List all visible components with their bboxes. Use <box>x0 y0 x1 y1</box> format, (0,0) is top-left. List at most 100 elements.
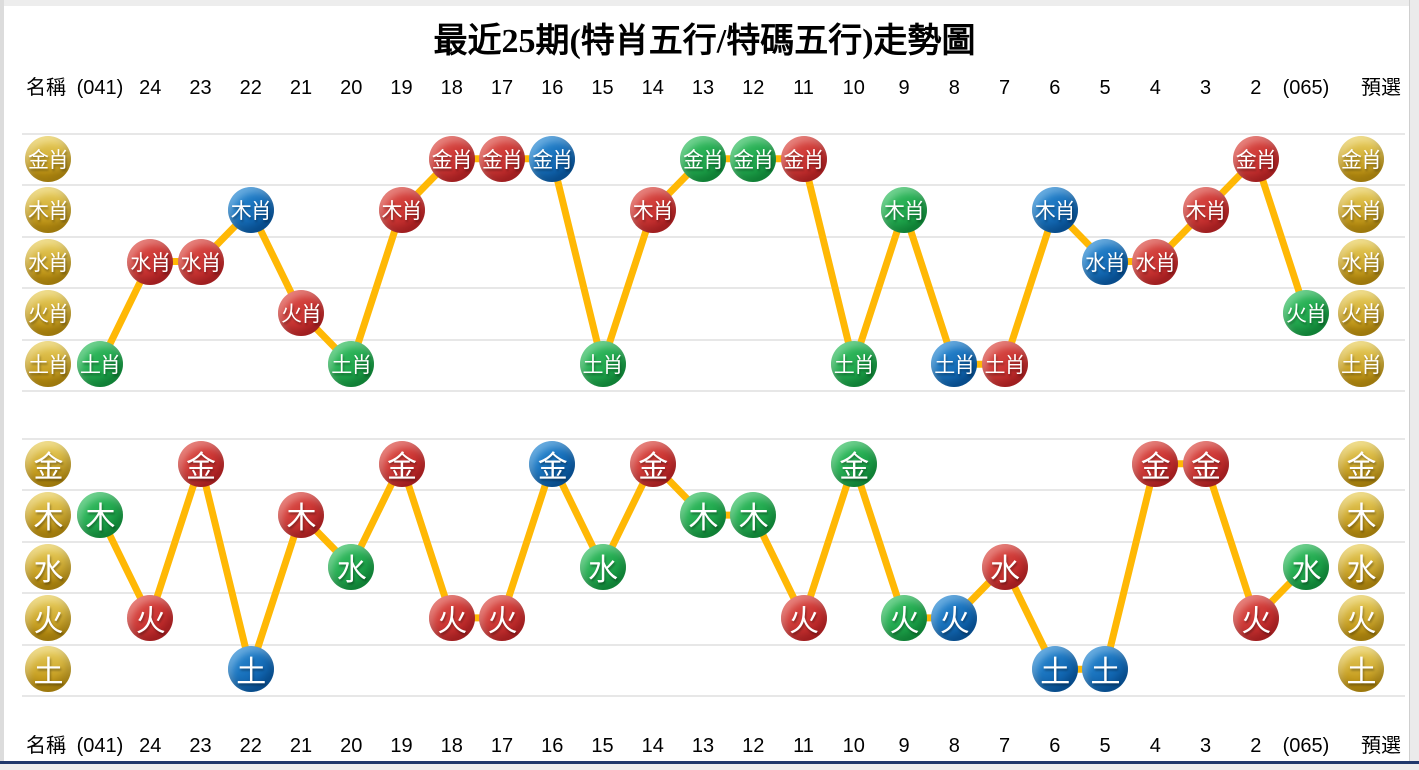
header-preselect-label: 預選 <box>1361 77 1401 99</box>
chart-point: 金 <box>629 440 676 487</box>
chart-point: 金 <box>177 440 224 487</box>
left-axis-label-circle: 土肖 <box>25 341 71 388</box>
gridline <box>22 643 1405 646</box>
chart-point: 火肖 <box>278 289 324 336</box>
footer-col-label: 12 <box>742 735 765 757</box>
header-col-label: 23 <box>189 77 212 99</box>
chart-point: 木 <box>77 492 123 539</box>
header-col-label: 20 <box>340 77 363 99</box>
right-axis-label-circle: 火肖 <box>1338 289 1384 336</box>
chart-point: 火 <box>127 594 174 641</box>
footer-col-label: (041) <box>76 735 124 757</box>
chart-point: 水 <box>328 543 375 590</box>
footer-name-label: 名稱 <box>26 735 66 757</box>
gridline <box>22 592 1405 595</box>
header-col-label: 16 <box>541 77 564 99</box>
gridline <box>22 338 1405 341</box>
chart-point: 木肖 <box>227 187 274 234</box>
left-axis-label-circle: 土 <box>25 646 71 693</box>
chart-point: 金肖 <box>680 135 726 182</box>
footer-col-label: 17 <box>490 735 514 757</box>
footer-col-label: 6 <box>1049 735 1061 757</box>
chart-point: 金肖 <box>780 135 827 182</box>
chart-point: 火 <box>881 594 927 641</box>
chart-point: 火 <box>479 594 525 641</box>
vertical-scrollbar-track[interactable] <box>1409 0 1419 770</box>
footer-col-label: 7 <box>998 735 1011 757</box>
header-col-label: 15 <box>591 77 614 99</box>
footer-col-label: 16 <box>541 735 564 757</box>
chart-point: 金肖 <box>529 135 576 182</box>
header-col-label: 2 <box>1250 77 1262 99</box>
header-col-label: 12 <box>742 77 765 99</box>
chart-point: 木肖 <box>1182 187 1229 234</box>
header-col-label: 18 <box>440 77 463 99</box>
header-col-label: 6 <box>1049 77 1061 99</box>
chart-point: 木 <box>680 492 726 539</box>
footer-col-label: 3 <box>1199 735 1212 757</box>
chart-point: 土肖 <box>579 341 626 388</box>
chart-point: 水 <box>1283 543 1329 590</box>
footer-col-label: 13 <box>691 735 715 757</box>
left-axis-label-circle: 木 <box>25 492 71 539</box>
chart-point: 木 <box>730 492 777 539</box>
chart-point: 木肖 <box>881 187 927 234</box>
footer-col-label: 10 <box>842 735 865 757</box>
footer-col-label: 9 <box>898 735 910 757</box>
chart-point: 金 <box>378 440 425 487</box>
header-name-label: 名稱 <box>26 77 66 99</box>
chart-point: 金肖 <box>1232 135 1279 182</box>
footer-col-label: 15 <box>591 735 614 757</box>
chart-point: 土肖 <box>77 341 123 388</box>
page-title: 最近25期(特肖五行/特碼五行)走勢圖 <box>433 23 976 60</box>
footer-col-label: 24 <box>139 735 162 757</box>
chart-point: 土肖 <box>830 341 877 388</box>
chart-point: 土 <box>1082 646 1128 693</box>
chart-point: 金 <box>1182 440 1229 487</box>
footer-col-label: (065) <box>1282 735 1330 757</box>
gridline <box>22 695 1405 697</box>
header-col-label: 9 <box>898 77 910 99</box>
gridline <box>22 184 1405 187</box>
footer-col-label: 5 <box>1099 735 1111 757</box>
chart-point: 土 <box>1031 646 1078 693</box>
chart-point: 木肖 <box>1031 187 1078 234</box>
right-axis-label-circle: 金肖 <box>1338 135 1384 182</box>
chart-point: 木 <box>278 492 324 539</box>
chart-point: 木肖 <box>378 187 425 234</box>
chart-point: 火 <box>1232 594 1279 641</box>
chart-point: 水肖 <box>1082 238 1128 285</box>
gridline <box>22 235 1405 238</box>
gridline <box>22 133 1405 135</box>
footer-col-label: 8 <box>948 735 960 757</box>
chart-point: 金肖 <box>479 135 525 182</box>
footer-col-label: 11 <box>793 735 814 757</box>
right-axis-label-circle: 木 <box>1338 492 1384 539</box>
footer-preselect-label: 預選 <box>1361 735 1401 757</box>
header-col-label: 5 <box>1099 77 1111 99</box>
gridline <box>22 438 1405 440</box>
footer-col-label: 14 <box>641 735 664 757</box>
header-col-label: 13 <box>691 77 715 99</box>
chart-point: 火 <box>428 594 475 641</box>
horizontal-scrollbar-track[interactable] <box>0 764 1419 770</box>
footer-col-label: 20 <box>340 735 363 757</box>
chart-point: 水 <box>579 543 626 590</box>
right-axis-label-circle: 水 <box>1338 543 1384 590</box>
header-col-label: 11 <box>793 77 814 99</box>
footer-col-label: 2 <box>1250 735 1262 757</box>
chart-point: 水肖 <box>1132 238 1179 285</box>
gridline <box>22 390 1405 392</box>
header-col-label: 24 <box>139 77 162 99</box>
header-col-label: (065) <box>1282 77 1330 99</box>
chart-point: 木肖 <box>629 187 676 234</box>
left-axis-label-circle: 金 <box>25 440 71 487</box>
bottom-border-line <box>0 761 1419 764</box>
header-col-label: 19 <box>390 77 413 99</box>
top-border <box>0 0 1419 6</box>
header-col-label: 14 <box>641 77 664 99</box>
left-axis-label-circle: 金肖 <box>25 135 71 182</box>
chart-point: 金 <box>1132 440 1179 487</box>
header-col-label: 4 <box>1149 77 1161 99</box>
